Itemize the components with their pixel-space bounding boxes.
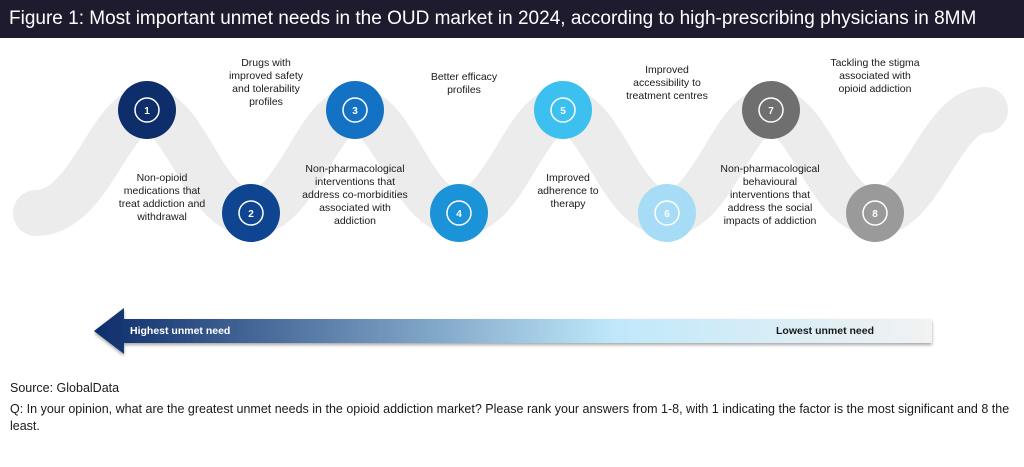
step-number-ring (654, 200, 680, 226)
step-label-8: Tackling the stigma associated with opio… (830, 57, 920, 95)
step-label-7: Non-pharmacological behavioural interven… (720, 163, 820, 227)
wave-track (13, 86, 1008, 237)
step-marker-2: 2 (222, 184, 280, 242)
step-circle (430, 184, 488, 242)
survey-question-note: Q: In your opinion, what are the greates… (10, 402, 1010, 433)
step-number: 5 (560, 106, 566, 117)
figure-title: Figure 1: Most important unmet needs in … (9, 8, 977, 29)
step-number-ring (342, 97, 368, 123)
step-circle (638, 184, 696, 242)
figure-title-bar: Figure 1: Most important unmet needs in … (0, 0, 1024, 38)
step-label-6: Improved accessibility to treatment cent… (626, 64, 708, 102)
step-number: 4 (456, 209, 462, 220)
step-label-4: Better efficacy profiles (430, 71, 498, 96)
step-number-ring (134, 97, 160, 123)
step-number-ring (758, 97, 784, 123)
step-number: 3 (352, 106, 358, 117)
source-note: Source: GlobalData (10, 381, 120, 395)
step-number: 1 (144, 106, 150, 117)
unmet-need-scale-arrow (94, 308, 932, 354)
step-number-ring (550, 97, 576, 123)
step-circle (326, 81, 384, 139)
step-marker-4: 4 (430, 184, 488, 242)
step-circle (742, 81, 800, 139)
step-marker-1: 1 (118, 81, 176, 139)
step-circle (222, 184, 280, 242)
step-marker-5: 5 (534, 81, 592, 139)
step-number-ring (238, 200, 264, 226)
step-label-2: Drugs with improved safety and tolerabil… (228, 57, 304, 108)
step-circle (846, 184, 904, 242)
step-label-5: Improved adherence to therapy (537, 172, 599, 210)
lowest-unmet-need-label: Lowest unmet need (776, 325, 875, 337)
step-marker-8: 8 (846, 184, 904, 242)
step-number: 6 (664, 209, 670, 220)
highest-unmet-need-label: Highest unmet need (130, 325, 231, 337)
step-number: 2 (248, 209, 254, 220)
step-markers: 1 2 3 4 5 6 7 8 (118, 81, 904, 242)
step-number: 8 (872, 209, 878, 220)
step-marker-6: 6 (638, 184, 696, 242)
step-marker-7: 7 (742, 81, 800, 139)
step-circle (534, 81, 592, 139)
step-number-ring (862, 200, 888, 226)
unmet-needs-diagram: 1 2 3 4 5 6 7 8 (13, 81, 1008, 242)
step-number: 7 (768, 106, 774, 117)
step-circle (118, 81, 176, 139)
step-marker-3: 3 (326, 81, 384, 139)
step-label-3: Non-pharmacological interventions that a… (302, 163, 408, 227)
step-number-ring (446, 200, 472, 226)
step-label-1: Non-opioid medications that treat addict… (118, 172, 206, 223)
